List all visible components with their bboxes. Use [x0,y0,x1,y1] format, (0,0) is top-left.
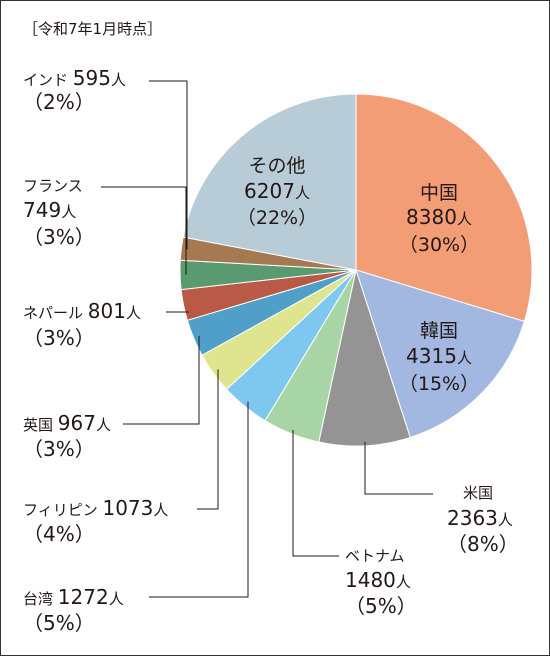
label-percent-slice-6: （3%） [23,437,95,461]
leader-slice-2 [364,441,433,495]
leader-slice-3 [292,429,339,557]
slice-percent-slice-1: （15%） [399,373,479,395]
label-slice-4: 台湾 1272人 [23,585,124,609]
label-name-slice-2: 米国 [463,484,493,502]
label-name-slice-8: フランス [23,177,83,195]
label-value-slice-3: 1480人 [345,568,411,592]
pie-slice-slice-0 [355,93,533,322]
label-slice-7: ネパール 801人 [23,299,141,323]
slice-percent-slice-10: （22%） [237,207,317,229]
slice-name-slice-1: 韓国 [420,320,458,342]
label-percent-slice-4: （5%） [23,611,95,635]
slice-value-slice-1: 4315人 [406,344,472,368]
label-percent-slice-2: （8%） [447,532,519,556]
pie-slice-slice-1 [355,269,525,439]
slice-name-slice-10: その他 [248,155,305,177]
leader-slice-8 [101,186,187,275]
label-slice-9: インド 595人 [23,66,126,90]
label-percent-slice-5: （4%） [23,522,95,546]
label-value-slice-2: 2363人 [447,506,513,530]
leader-slice-4 [149,401,249,598]
slice-value-slice-10: 6207人 [244,179,310,203]
leader-slice-6 [123,335,200,425]
slice-value-slice-0: 8380人 [406,205,472,229]
label-slice-5: フィリピン 1073人 [23,496,168,520]
slice-name-slice-0: 中国 [420,182,458,204]
leader-slice-5 [197,369,219,510]
slice-percent-slice-0: （30%） [399,234,479,256]
label-percent-slice-8: （3%） [23,225,95,249]
leader-slice-9 [149,80,188,250]
label-value-slice-8: 749人 [23,198,76,222]
label-slice-6: 英国 967人 [23,411,111,435]
chart-note: ［令和7年1月時点］ [23,20,162,38]
label-percent-slice-9: （2%） [23,90,95,114]
label-percent-slice-7: （3%） [23,326,95,350]
label-name-slice-3: ベトナム [345,547,405,565]
label-percent-slice-3: （5%） [345,594,417,618]
pie-slice-slice-10 [182,93,357,271]
